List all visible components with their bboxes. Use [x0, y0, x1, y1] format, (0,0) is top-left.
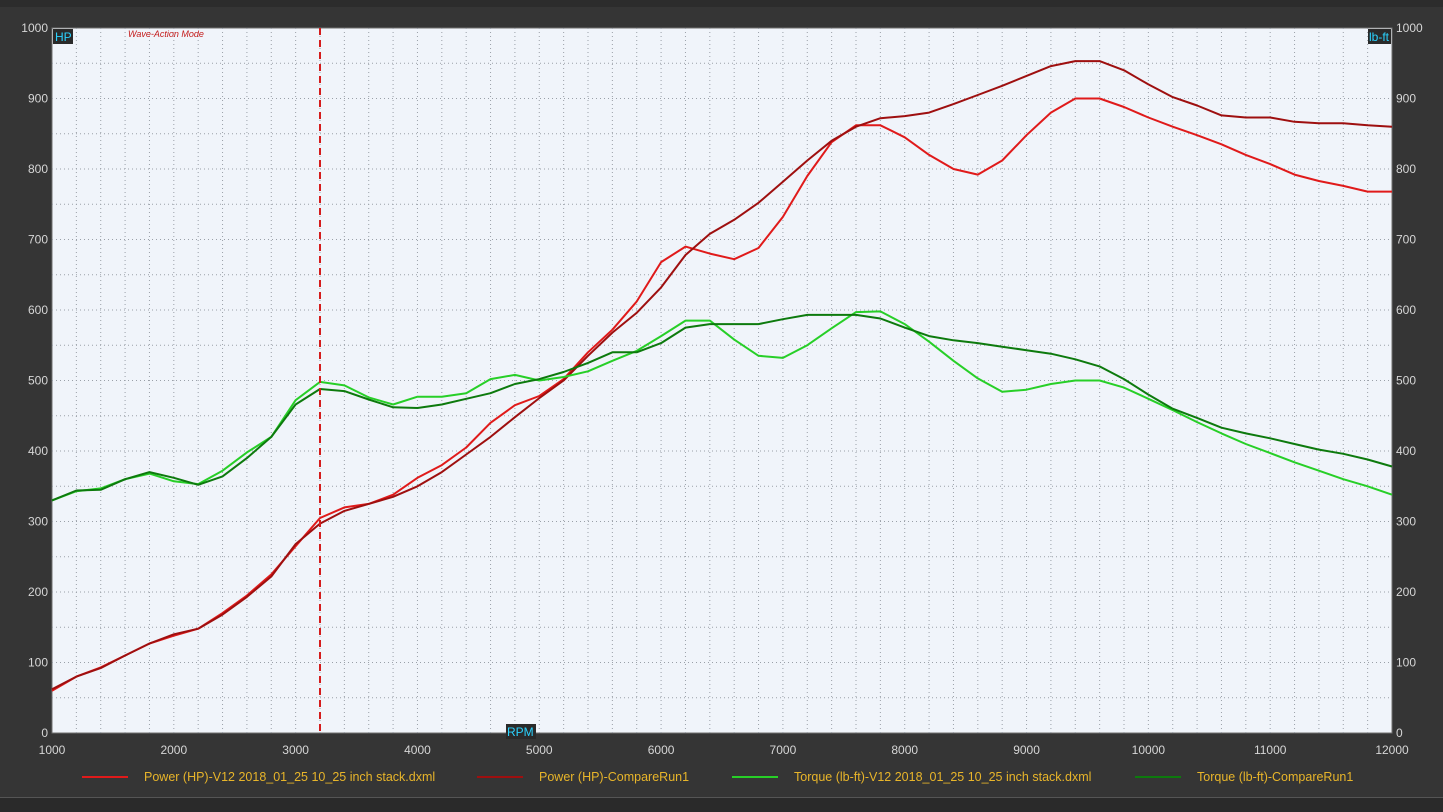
series-layer	[51, 60, 1393, 692]
right-y-tick-label: 800	[1396, 162, 1416, 176]
x-axis: 1000 2000 3000 4000 5000 6000 7000 8000 9000 1000…	[39, 743, 1409, 757]
x-tick-label: 3000	[282, 743, 309, 757]
right-y-tick-label: 300	[1396, 515, 1416, 529]
right-y-tick-label: 200	[1396, 585, 1416, 599]
top-bar	[0, 0, 1443, 7]
left-y-tick-label: 500	[28, 374, 48, 388]
legend-label: Torque (lb-ft)-CompareRun1	[1197, 770, 1354, 784]
series-line-2[interactable]	[51, 60, 1393, 691]
x-tick-label: 1000	[39, 743, 66, 757]
left-y-tick-label: 900	[28, 92, 48, 106]
x-tick-label: 10000	[1132, 743, 1166, 757]
mode-annotation: Wave-Action Mode	[128, 29, 204, 39]
left-y-axis: 0 100 200 300 400 500 600 700 800 900 1000	[21, 21, 48, 740]
left-y-tick-label: 700	[28, 233, 48, 247]
legend-swatch	[477, 776, 523, 778]
legend-label: Power (HP)-CompareRun1	[539, 770, 690, 784]
right-y-tick-label: 100	[1396, 656, 1416, 670]
x-tick-label: 2000	[160, 743, 187, 757]
legend-item[interactable]: Power (HP)-CompareRun1	[477, 769, 689, 785]
right-y-tick-label: 0	[1396, 726, 1403, 740]
left-y-tick-label: 800	[28, 162, 48, 176]
right-y-tick-label: 400	[1396, 444, 1416, 458]
x-tick-label: 12000	[1375, 743, 1409, 757]
right-y-tick-label: 1000	[1396, 21, 1423, 35]
legend-item[interactable]: Torque (lb-ft)-CompareRun1	[1135, 769, 1353, 785]
x-tick-label: 7000	[770, 743, 797, 757]
left-y-tick-label: 100	[28, 656, 48, 670]
left-y-tick-label: 200	[28, 585, 48, 599]
legend-swatch	[1135, 776, 1181, 778]
legend-item[interactable]: Power (HP)-V12 2018_01_25 10_25 inch sta…	[82, 769, 435, 785]
series-line-4[interactable]	[51, 313, 1393, 502]
right-y-tick-label: 600	[1396, 303, 1416, 317]
left-axis-label: HP	[55, 30, 72, 44]
x-tick-label: 6000	[648, 743, 675, 757]
x-axis-badge: RPM	[506, 724, 536, 739]
x-tick-label: 8000	[891, 743, 918, 757]
x-tick-label: 4000	[404, 743, 431, 757]
right-y-tick-label: 500	[1396, 374, 1416, 388]
right-y-axis: 0 100 200 300 400 500 600 700 800 900 1000	[1396, 21, 1423, 740]
legend-label: Torque (lb-ft)-V12 2018_01_25 10_25 inch…	[794, 770, 1092, 784]
x-tick-label: 9000	[1013, 743, 1040, 757]
legend-swatch	[82, 776, 128, 778]
legend-swatch	[732, 776, 778, 778]
right-y-tick-label: 900	[1396, 92, 1416, 106]
left-y-tick-label: 0	[41, 726, 48, 740]
legend-label: Power (HP)-V12 2018_01_25 10_25 inch sta…	[144, 770, 436, 784]
left-axis-badge: HP	[53, 29, 73, 44]
x-tick-label: 5000	[526, 743, 553, 757]
x-axis-label: RPM	[507, 725, 534, 739]
legend: Power (HP)-V12 2018_01_25 10_25 inch sta…	[0, 764, 1443, 790]
legend-item[interactable]: Torque (lb-ft)-V12 2018_01_25 10_25 inch…	[732, 769, 1091, 785]
left-y-tick-label: 1000	[21, 21, 48, 35]
right-axis-badge: lb-ft	[1368, 29, 1391, 44]
right-axis-label: lb-ft	[1369, 30, 1390, 44]
left-y-tick-label: 400	[28, 444, 48, 458]
x-tick-label: 11000	[1254, 743, 1287, 757]
chart[interactable]: 0 100 200 300 400 500 600 700 800 900 1000 0 100 200…	[0, 0, 1443, 790]
left-y-tick-label: 600	[28, 303, 48, 317]
left-y-tick-label: 300	[28, 515, 48, 529]
right-y-tick-label: 700	[1396, 233, 1416, 247]
bottom-bar	[0, 797, 1443, 812]
